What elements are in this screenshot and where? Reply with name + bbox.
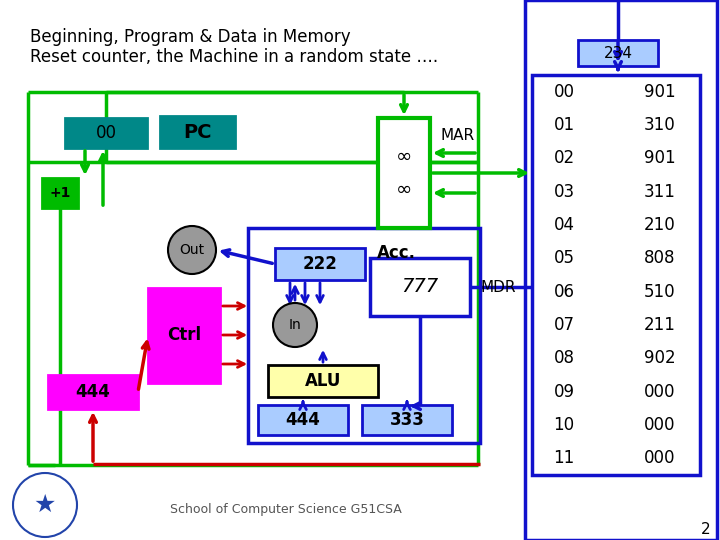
Text: School of Computer Science G51CSA: School of Computer Science G51CSA <box>170 503 402 516</box>
Text: 05: 05 <box>554 249 575 267</box>
Text: ∞: ∞ <box>396 180 412 199</box>
Bar <box>42 178 78 208</box>
Text: 000: 000 <box>644 383 676 401</box>
Circle shape <box>273 303 317 347</box>
Text: 00: 00 <box>96 124 117 142</box>
Text: 03: 03 <box>554 183 575 201</box>
Text: 444: 444 <box>76 383 110 401</box>
Text: ALU: ALU <box>305 372 341 390</box>
Text: Acc.: Acc. <box>377 244 416 262</box>
Text: 311: 311 <box>644 183 676 201</box>
Bar <box>532 75 700 475</box>
Text: 000: 000 <box>644 449 676 467</box>
Bar <box>362 405 452 435</box>
Text: 10: 10 <box>554 416 575 434</box>
Text: 08: 08 <box>554 349 575 367</box>
Bar <box>248 228 480 443</box>
Text: 211: 211 <box>644 316 676 334</box>
Text: 210: 210 <box>644 216 676 234</box>
Bar <box>160 116 235 148</box>
Text: 901: 901 <box>644 150 676 167</box>
Text: 04: 04 <box>554 216 575 234</box>
Text: Out: Out <box>179 243 204 257</box>
Bar <box>148 288 220 383</box>
Text: Beginning, Program & Data in Memory: Beginning, Program & Data in Memory <box>30 28 351 46</box>
Text: 234: 234 <box>603 45 632 60</box>
Text: 11: 11 <box>554 449 575 467</box>
Text: ∞: ∞ <box>396 147 412 166</box>
Text: 02: 02 <box>554 150 575 167</box>
Text: 222: 222 <box>302 255 338 273</box>
Bar <box>268 365 378 397</box>
Text: 510: 510 <box>644 282 676 301</box>
Bar <box>378 118 430 228</box>
Text: 000: 000 <box>644 416 676 434</box>
Bar <box>65 118 147 148</box>
Bar <box>275 248 365 280</box>
Text: 902: 902 <box>644 349 676 367</box>
Text: 06: 06 <box>554 282 575 301</box>
Text: 808: 808 <box>644 249 676 267</box>
Text: ★: ★ <box>34 493 56 517</box>
Text: PC: PC <box>184 123 212 141</box>
Text: 2: 2 <box>701 523 710 537</box>
Bar <box>48 375 138 409</box>
Text: Ctrl: Ctrl <box>167 327 201 345</box>
Text: MDR: MDR <box>480 280 516 294</box>
Text: 09: 09 <box>554 383 575 401</box>
Text: 333: 333 <box>390 411 424 429</box>
Bar <box>370 258 470 316</box>
Text: +1: +1 <box>49 186 71 200</box>
Text: 07: 07 <box>554 316 575 334</box>
Text: 444: 444 <box>286 411 320 429</box>
Circle shape <box>168 226 216 274</box>
Bar <box>525 0 717 540</box>
Text: 901: 901 <box>644 83 676 100</box>
Text: 310: 310 <box>644 116 676 134</box>
Text: Reset counter, the Machine in a random state ….: Reset counter, the Machine in a random s… <box>30 48 438 66</box>
Text: 01: 01 <box>554 116 575 134</box>
Bar <box>578 40 658 66</box>
Text: 00: 00 <box>554 83 575 100</box>
Text: MAR: MAR <box>440 129 474 144</box>
Text: In: In <box>289 318 302 332</box>
Bar <box>258 405 348 435</box>
Text: 777: 777 <box>402 278 438 296</box>
